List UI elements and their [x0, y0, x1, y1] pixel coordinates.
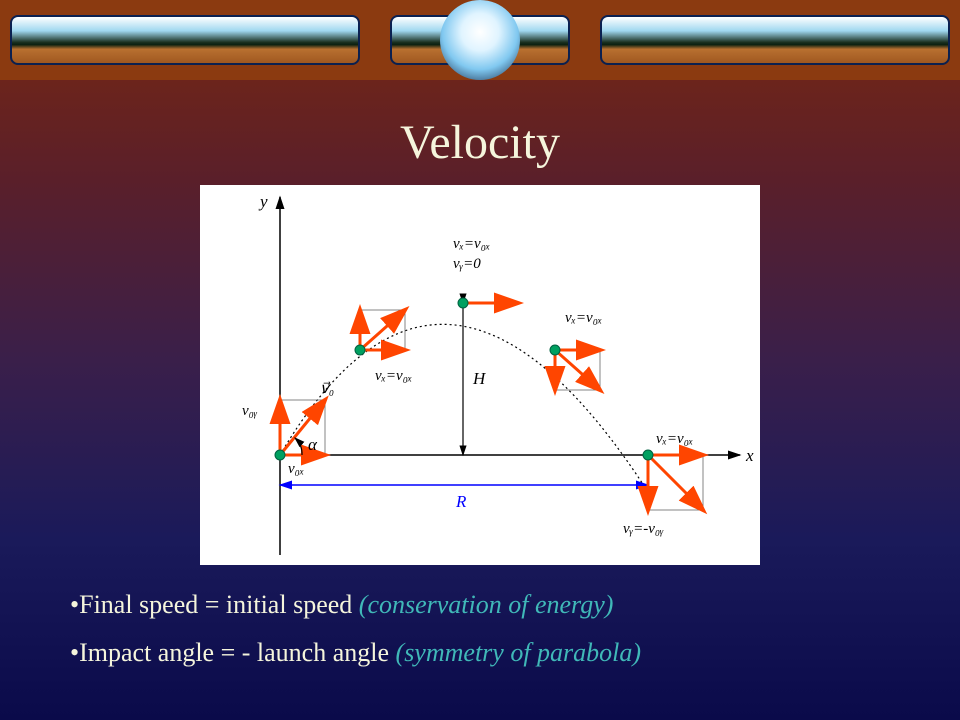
- svg-text:x: x: [745, 446, 754, 465]
- svg-text:vₓ=v₀ₓ: vₓ=v₀ₓ: [453, 236, 490, 252]
- landscape-panel-left: [10, 15, 360, 65]
- svg-text:vₓ=v₀ₓ: vₓ=v₀ₓ: [565, 310, 602, 326]
- bullet-1: •Final speed = initial speed (conservati…: [70, 590, 890, 620]
- svg-text:α: α: [308, 435, 318, 454]
- svg-text:v₀ₓ: v₀ₓ: [288, 461, 304, 477]
- landscape-panel-right: [600, 15, 950, 65]
- header-center: [380, 0, 580, 80]
- svg-text:y: y: [258, 192, 268, 211]
- header-bar: [0, 0, 960, 80]
- svg-text:vᵧ=-v₀ᵧ: vᵧ=-v₀ᵧ: [623, 521, 664, 537]
- bullet-2: •Impact angle = - launch angle (symmetry…: [70, 638, 890, 668]
- svg-text:v₀ᵧ: v₀ᵧ: [242, 403, 258, 419]
- svg-text:v⃗₀: v⃗₀: [320, 381, 334, 397]
- bullet-2-main: •Impact angle = - launch angle: [70, 638, 396, 667]
- bullet-2-note: (symmetry of parabola): [396, 638, 642, 667]
- velocity-diagram: x y H Rαv₀ₓ v₀ᵧ v⃗₀ vₓ=v₀ₓ vₓ=v₀ₓ vᵧ=0 vₓ=v₀ₓ vₓ=v…: [200, 185, 760, 565]
- slide-title: Velocity: [0, 115, 960, 170]
- sun-orb-icon: [440, 0, 520, 80]
- svg-text:vᵧ=0: vᵧ=0: [453, 256, 481, 272]
- diagram-svg: x y H Rαv₀ₓ v₀ᵧ v⃗₀ vₓ=v₀ₓ vₓ=v₀ₓ vᵧ=0 vₓ=v₀ₓ vₓ=v…: [200, 185, 760, 565]
- svg-text:vₓ=v₀ₓ: vₓ=v₀ₓ: [656, 431, 693, 447]
- bullet-1-note: (conservation of energy): [359, 590, 614, 619]
- svg-text:vₓ=v₀ₓ: vₓ=v₀ₓ: [375, 368, 412, 384]
- svg-text:R: R: [455, 492, 467, 511]
- bullet-1-main: •Final speed = initial speed: [70, 590, 359, 619]
- bullet-list: •Final speed = initial speed (conservati…: [70, 590, 890, 668]
- svg-text:H: H: [472, 369, 487, 388]
